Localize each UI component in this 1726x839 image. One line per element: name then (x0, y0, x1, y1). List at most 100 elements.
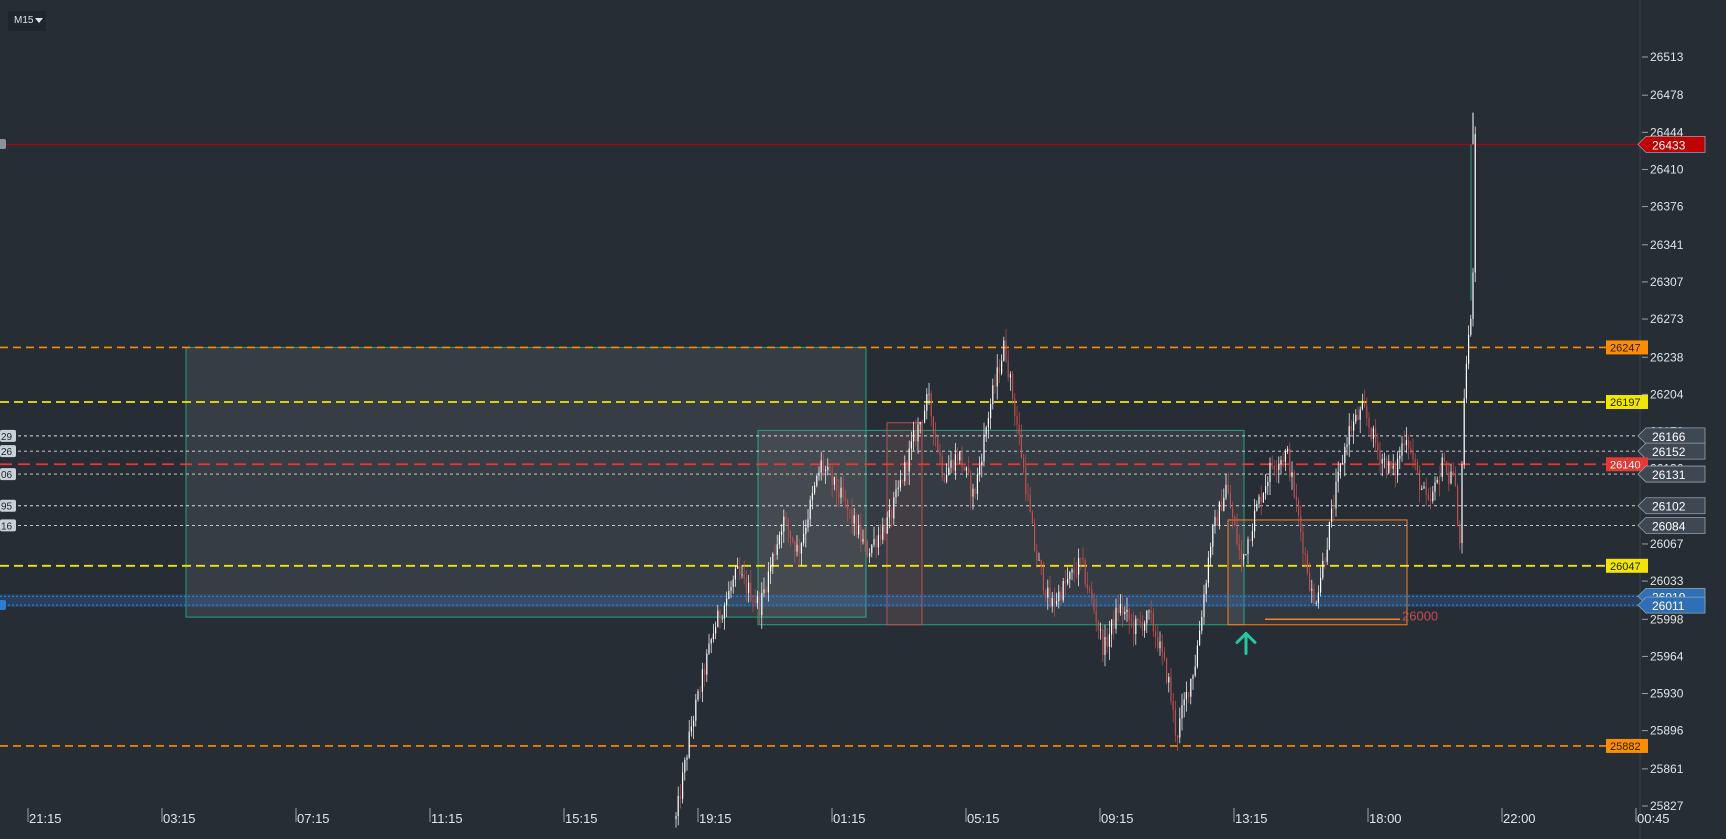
edge-handle-blue[interactable] (0, 600, 6, 610)
candle (1146, 610, 1148, 624)
x-tick-label: 05:15 (967, 811, 1000, 826)
candle (1446, 461, 1448, 473)
y-tick-label: 25998 (1650, 612, 1684, 626)
candle (1344, 446, 1346, 464)
candle (1408, 440, 1410, 449)
candle (1450, 471, 1452, 484)
y-tick-label: 26513 (1650, 50, 1684, 64)
candle (1377, 443, 1379, 451)
candle (853, 515, 855, 524)
level-tag-yellow-label: 26047 (1610, 561, 1641, 573)
candle (891, 509, 893, 519)
chevron-down-icon (35, 17, 44, 23)
candle (1461, 464, 1463, 544)
timeframe-dropdown[interactable]: M15 (8, 11, 46, 31)
candle (1225, 484, 1227, 498)
candle (1350, 426, 1352, 431)
candle (893, 497, 895, 519)
y-tick-label: 25827 (1650, 799, 1684, 813)
candle (1183, 699, 1185, 706)
candle (1260, 496, 1262, 503)
candle (1009, 374, 1011, 378)
candle (959, 451, 961, 461)
candle (1403, 443, 1405, 446)
y-tick-label: 25896 (1650, 724, 1684, 738)
level-tag-orange (1606, 340, 1648, 355)
y-tick-label: 26067 (1650, 537, 1684, 551)
x-tick-label: 03:15 (163, 811, 196, 826)
candle (957, 454, 959, 461)
candle (983, 434, 985, 462)
x-tick-label: 13:15 (1235, 811, 1268, 826)
candle (772, 553, 774, 567)
level-tag-white-label: 26084 (1652, 519, 1686, 533)
candle (1273, 466, 1275, 470)
candle (1295, 496, 1297, 501)
candle (686, 757, 688, 760)
candle (1042, 566, 1044, 591)
candle (851, 509, 853, 524)
candle (1443, 457, 1445, 462)
candle (917, 424, 919, 442)
candle (1141, 622, 1143, 631)
candle (849, 508, 851, 510)
candle (1207, 557, 1209, 584)
candle (1282, 459, 1284, 462)
candle (1181, 705, 1183, 719)
candle (1166, 658, 1168, 683)
y-tick-label: 26376 (1650, 200, 1684, 214)
candle (866, 541, 868, 557)
candle (1152, 612, 1154, 632)
candle (943, 477, 945, 482)
candle (704, 669, 706, 675)
candle (1423, 486, 1425, 489)
candle (1203, 594, 1205, 617)
candle (1086, 584, 1088, 589)
candle (1091, 589, 1093, 599)
candle (1474, 134, 1476, 273)
candle (820, 460, 822, 473)
candle (1401, 443, 1403, 456)
candle (886, 517, 888, 534)
candle (1137, 618, 1139, 621)
candle (860, 525, 862, 542)
candle (1106, 636, 1108, 647)
candle (785, 516, 787, 520)
left-level-tag (0, 519, 16, 532)
candle (1245, 554, 1247, 555)
candle (1306, 554, 1308, 574)
candle (831, 471, 833, 485)
candle (1027, 494, 1029, 496)
candle (1029, 495, 1031, 512)
level-tag-blue-label: 26011 (1652, 599, 1685, 613)
candle (1249, 539, 1251, 541)
edge-handle[interactable] (0, 139, 6, 149)
candle (1335, 481, 1337, 509)
candle (1280, 459, 1282, 465)
candle (1348, 426, 1350, 445)
candle (1069, 572, 1071, 579)
candle (1419, 470, 1421, 491)
candle (816, 475, 818, 486)
candle (1089, 588, 1091, 590)
candle (730, 586, 732, 592)
candle (1216, 517, 1218, 526)
candle (1322, 560, 1324, 578)
candle (679, 795, 681, 799)
candle (888, 509, 890, 518)
candle (884, 526, 886, 534)
candle (1284, 451, 1286, 462)
candle (1313, 588, 1315, 604)
candle (985, 427, 987, 435)
candle (1427, 494, 1429, 500)
candle (1161, 641, 1163, 653)
candle (1082, 557, 1084, 561)
candle (1071, 569, 1073, 573)
x-tick-label: 21:15 (29, 811, 62, 826)
candle (1174, 709, 1176, 736)
candle (1414, 459, 1416, 463)
candle (776, 544, 778, 555)
candle (1078, 557, 1080, 575)
candle (1117, 607, 1119, 613)
